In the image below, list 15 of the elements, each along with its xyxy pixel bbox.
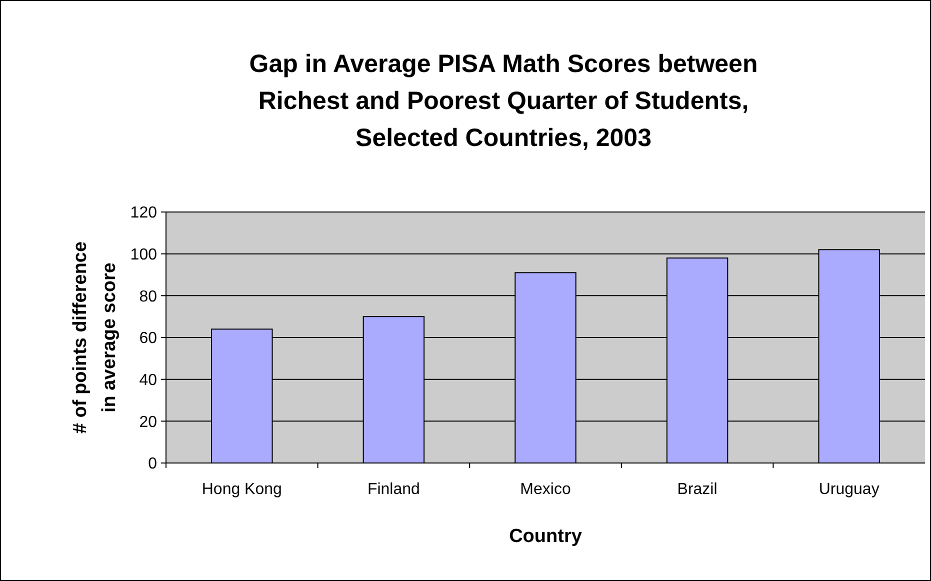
x-tick-label: Mexico (520, 481, 571, 498)
x-tick-label: Uruguay (818, 481, 880, 498)
x-tick-label: Brazil (677, 481, 718, 498)
y-tick-label: 120 (130, 204, 158, 222)
y-tick-label: 0 (148, 456, 158, 473)
y-tick-label: 80 (139, 288, 158, 306)
x-tick-label: Hong Kong (202, 481, 282, 498)
x-axis-title: Country (509, 526, 582, 547)
y-axis-title: # of points difference in average score (70, 241, 120, 434)
y-tick-label: 40 (139, 372, 158, 389)
y-tick-label: 20 (139, 414, 158, 431)
chart-title: Gap in Average PISA Math Scores between Richest and Poorest Quarter of Students, Selected Countries, 2003 (249, 50, 758, 152)
y-tick-label: 60 (139, 330, 158, 348)
y-tick-label: 100 (130, 246, 158, 264)
x-tick-label: Finland (367, 481, 420, 498)
